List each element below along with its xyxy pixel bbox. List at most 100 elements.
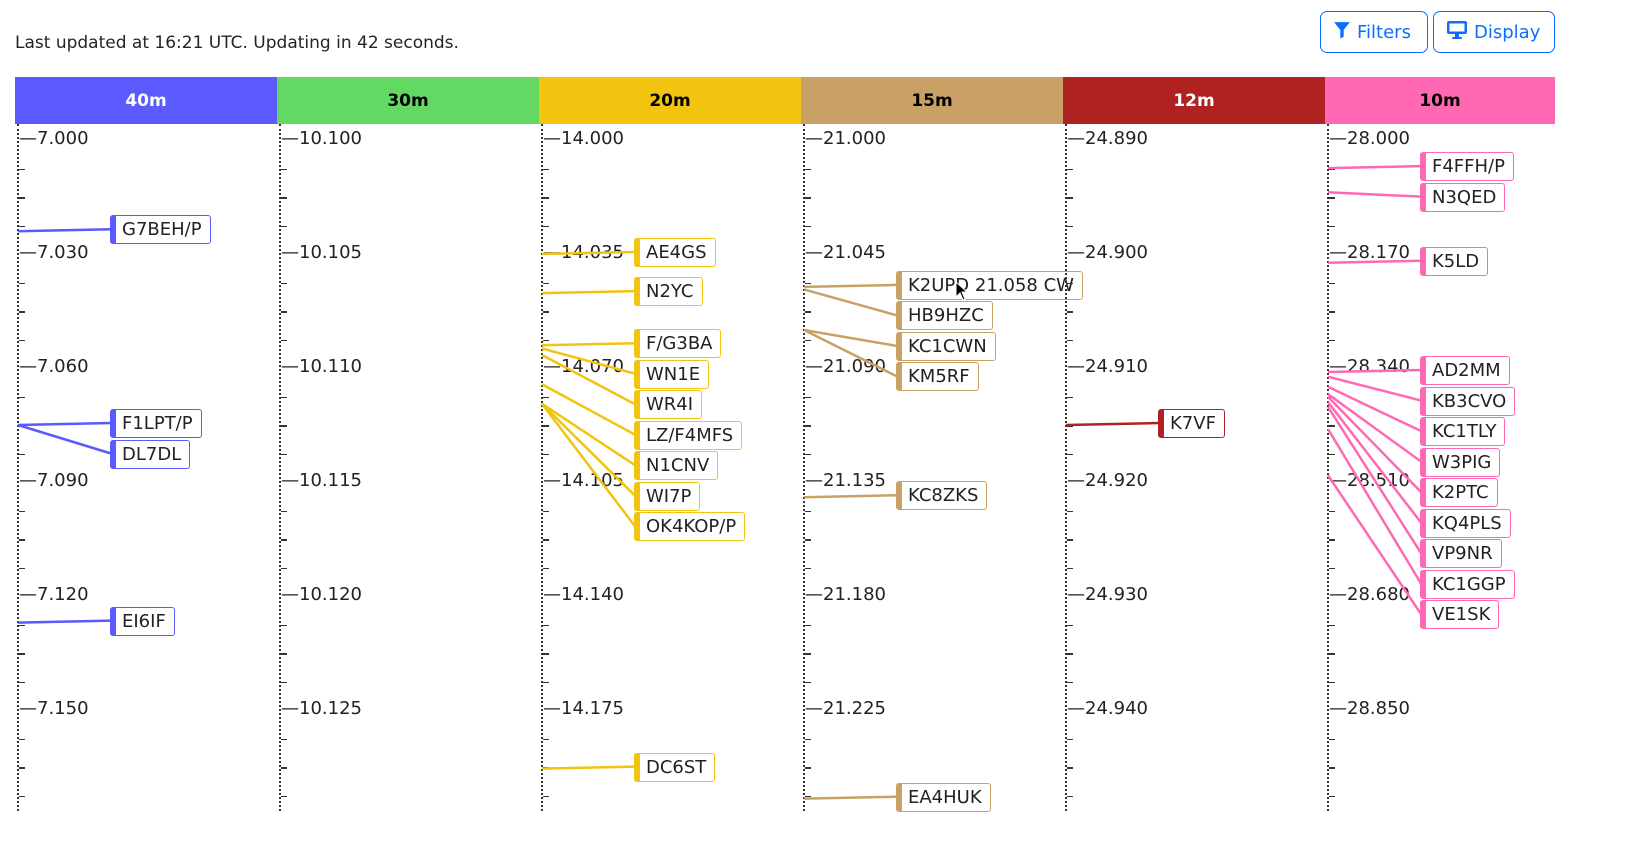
spot-link-line [541,353,636,406]
minor-tick [1067,396,1073,398]
minor-tick [19,767,25,769]
minor-tick [543,539,549,541]
tick-label: —28.170 [1329,244,1410,262]
spot-link-line [541,403,636,527]
spot-label[interactable]: N1CNV [634,451,719,481]
spot-label[interactable]: K7VF [1158,409,1225,438]
spot-label[interactable]: K2PTC [1420,478,1498,508]
filters-label: Filters [1357,21,1411,43]
minor-tick [19,738,25,740]
spot-label[interactable]: DL7DL [110,439,191,469]
minor-tick [1329,738,1335,740]
spot-label[interactable]: VP9NR [1420,539,1502,569]
spot-label[interactable]: KB3CVO [1420,386,1516,416]
spot-links [1065,421,1160,427]
band-column-40m: 40m —7.000 —7.030 —7.060 —7.090 —7.120 —7.150 G… [15,77,277,811]
frequency-axis [279,124,281,811]
spot-label[interactable]: VE1SK [1420,600,1500,630]
band-header[interactable]: 12m [1063,77,1325,124]
tick-mark: — [543,584,561,605]
spot-label[interactable]: AE4GS [634,238,716,267]
tick-label: —7.090 [19,472,89,490]
tick-mark: — [805,128,823,149]
spot-label[interactable]: KQ4PLS [1420,508,1511,538]
tick-value: 24.910 [1085,356,1148,377]
spot-label[interactable]: KC1TLY [1420,417,1506,447]
minor-tick [1329,624,1335,626]
filters-button[interactable]: Filters [1320,11,1428,53]
spot-label[interactable]: KC8ZKS [896,481,988,511]
spot-link-line [17,619,112,624]
spot-label[interactable]: G7BEH/P [110,215,211,245]
spot-link-line [541,250,636,256]
minor-tick [543,738,549,740]
band-header[interactable]: 15m [801,77,1063,124]
spot-link-line [1327,375,1422,402]
spot-label[interactable]: KC1GGP [1420,569,1515,599]
spot-label[interactable]: F1LPT/P [110,409,202,438]
tick-label: —7.030 [19,244,89,262]
frequency-axis [1327,124,1329,811]
minor-tick [1067,767,1073,769]
tick-value: 21.045 [823,242,886,263]
minor-tick [19,539,25,541]
spot-link-line [1326,474,1423,615]
spot-label[interactable]: WR4I [634,390,703,420]
spot-label[interactable]: K2UPD 21.058 CW [896,270,1083,300]
minor-tick [281,681,287,683]
minor-tick [19,311,25,313]
tick-mark: — [281,242,299,263]
frequency-axis [803,124,805,811]
spot-label[interactable]: DC6ST [634,752,716,782]
spot-label[interactable]: F/G3BA [634,329,722,359]
tick-label: —10.120 [281,586,362,604]
spot-label[interactable]: EI6IF [110,606,175,636]
band-header[interactable]: 30m [277,77,539,124]
minor-tick [281,168,287,170]
tick-mark: — [1067,698,1085,719]
minor-tick [543,425,549,427]
band-header[interactable]: 10m [1325,77,1555,124]
spot-label[interactable]: W3PIG [1420,447,1501,477]
frequency-axis [541,124,543,811]
spot-label[interactable]: LZ/F4MFS [634,420,743,450]
minor-tick [543,681,549,683]
spot-label[interactable]: N2YC [634,277,703,307]
spot-label[interactable]: AD2MM [1420,356,1510,386]
spot-label[interactable]: KC1CWN [896,331,996,361]
minor-tick [281,282,287,284]
spot-label[interactable]: F4FFH/P [1420,152,1514,182]
minor-tick [543,795,549,797]
spot-label[interactable]: N3QED [1420,182,1506,212]
spot-link-line [1327,164,1422,170]
display-button[interactable]: Display [1433,11,1555,53]
spot-link-line [541,402,636,467]
spot-link-line [541,289,636,295]
minor-tick [543,225,549,227]
spot-label[interactable]: K5LD [1420,246,1489,276]
minor-tick [281,795,287,797]
spot-label[interactable]: HB9HZC [896,301,993,331]
minor-tick [805,539,811,541]
spot-links [803,283,898,800]
band-header[interactable]: 40m [15,77,277,124]
tick-label: —21.000 [805,130,886,148]
spot-link-line [541,347,636,375]
last-updated-status: Last updated at 16:21 UTC. Updating in 4… [15,33,459,53]
minor-tick [281,197,287,199]
tick-mark: — [1067,128,1085,149]
tick-label: —24.910 [1067,358,1148,376]
tick-label: —24.890 [1067,130,1148,148]
spot-label[interactable]: OK4KOP/P [634,512,746,542]
spot-label[interactable]: EA4HUK [896,782,991,812]
tick-label: —10.115 [281,472,362,490]
tick-mark: — [1329,128,1347,149]
spot-label[interactable]: KM5RF [896,362,979,392]
spot-label[interactable]: WN1E [634,359,710,389]
minor-tick [19,282,25,284]
tick-value: 10.100 [299,128,362,149]
band-scale: —28.000 —28.170 —28.340 —28.510 —28.680 —28.8… [1325,124,1555,811]
spot-label[interactable]: WI7P [634,481,701,511]
minor-tick [805,767,811,769]
band-header[interactable]: 20m [539,77,801,124]
